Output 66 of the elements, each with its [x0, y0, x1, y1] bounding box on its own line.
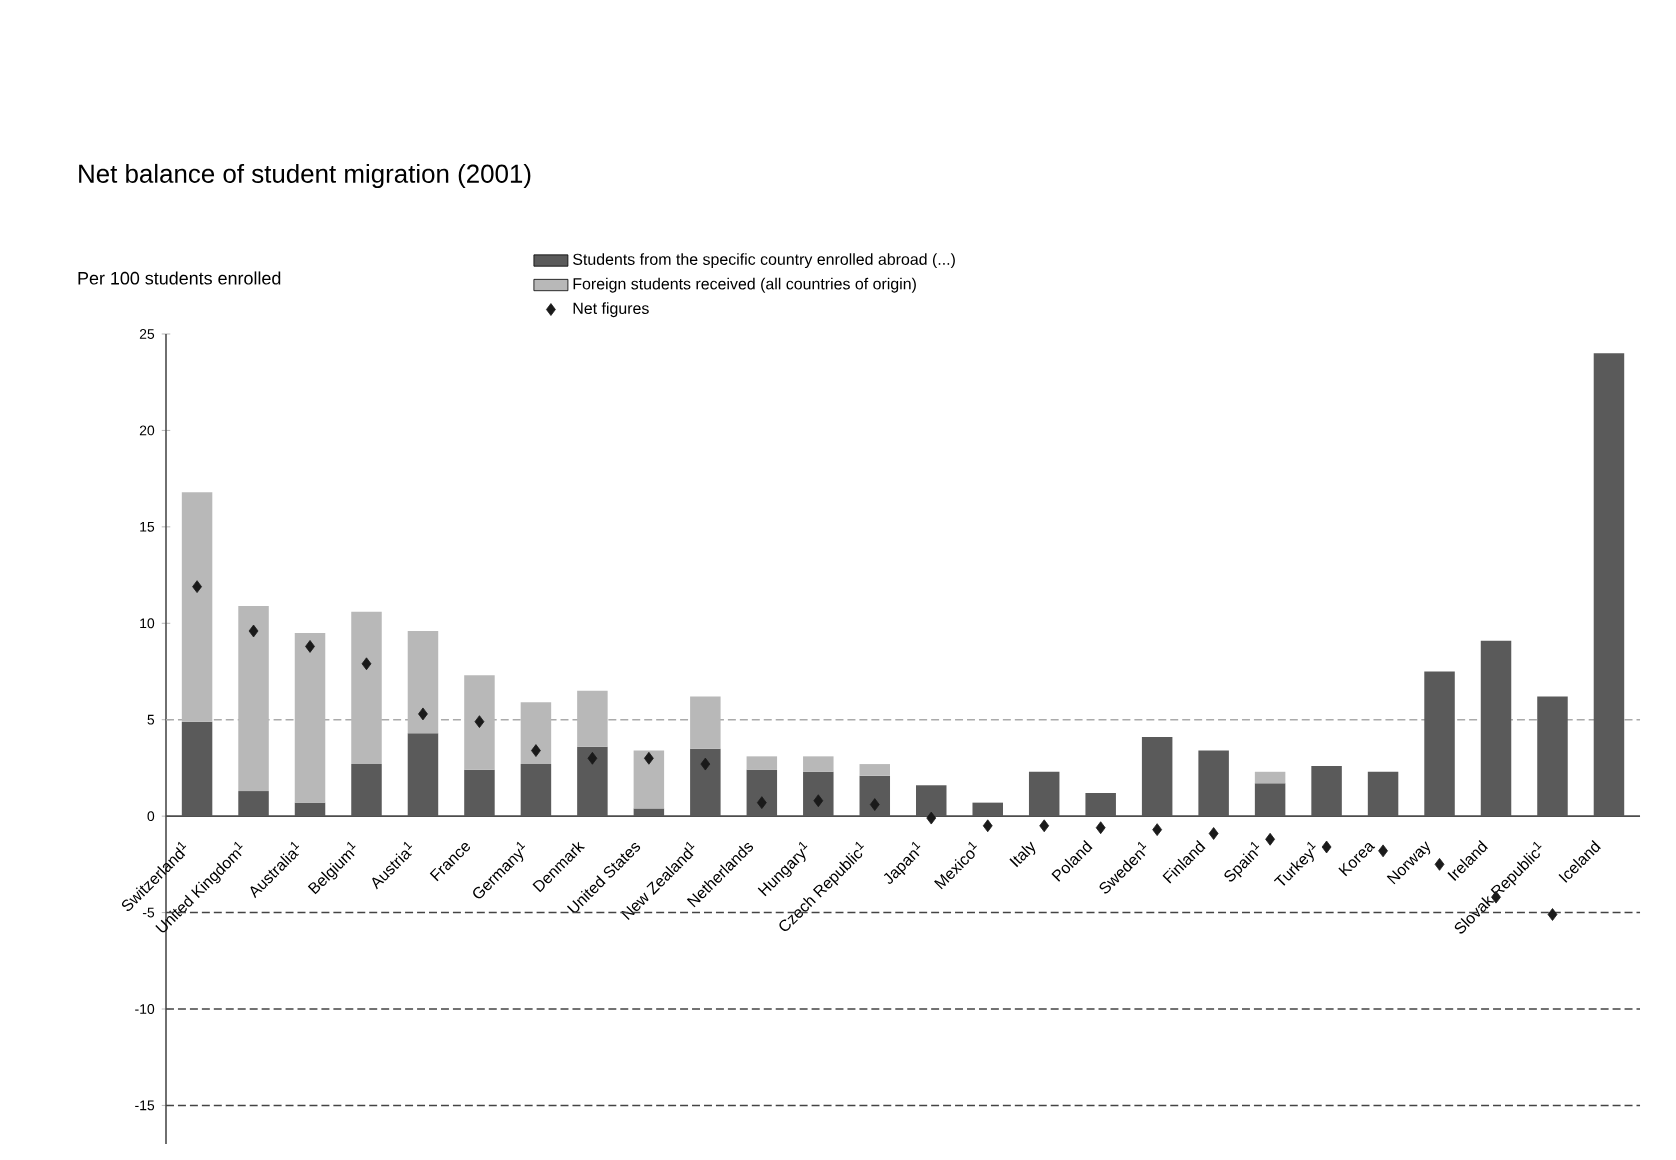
bar	[972, 802, 1003, 817]
bar	[238, 791, 269, 817]
bar	[746, 769, 778, 817]
bar	[351, 764, 382, 817]
point	[248, 624, 259, 638]
point	[756, 796, 767, 810]
point	[643, 751, 654, 765]
point	[418, 707, 428, 721]
bar	[577, 690, 608, 747]
bar	[294, 802, 326, 817]
point	[587, 751, 598, 765]
point	[926, 811, 937, 825]
bar	[1480, 640, 1512, 817]
bar	[633, 808, 665, 817]
bar	[1424, 671, 1455, 817]
point	[700, 757, 711, 771]
point	[1039, 819, 1050, 833]
bar	[294, 632, 326, 803]
point	[1434, 857, 1445, 871]
bar	[181, 492, 213, 722]
point	[1547, 908, 1558, 921]
bar	[238, 605, 269, 792]
bar	[859, 775, 891, 817]
bar	[690, 748, 721, 817]
bar	[916, 785, 947, 817]
bar	[1311, 765, 1342, 817]
point	[361, 657, 372, 671]
bar	[407, 733, 439, 817]
bar	[803, 771, 834, 817]
bar	[1254, 783, 1286, 817]
bar	[577, 746, 608, 817]
point	[1208, 827, 1219, 840]
bar	[464, 769, 495, 817]
bar	[1537, 696, 1568, 817]
bar	[464, 675, 495, 770]
bar	[746, 756, 778, 770]
point	[1095, 821, 1106, 835]
point	[305, 640, 315, 653]
bar	[407, 630, 439, 734]
bar	[859, 764, 891, 776]
bar	[520, 764, 552, 817]
bar	[1367, 771, 1399, 817]
bar	[520, 702, 552, 765]
bar	[690, 696, 721, 749]
point	[1265, 832, 1275, 846]
bar	[803, 756, 834, 772]
bar	[181, 721, 213, 817]
y-axis-title: Per 100 students enrolled	[78, 271, 281, 285]
bar	[1254, 771, 1286, 784]
point	[1378, 844, 1388, 858]
bar	[351, 611, 382, 765]
point	[982, 819, 993, 833]
bar	[1028, 771, 1060, 817]
bar	[1141, 737, 1173, 817]
point	[474, 715, 485, 729]
point	[192, 580, 202, 594]
point	[869, 798, 880, 811]
bar	[633, 750, 665, 809]
chart-title: Net balance of student migration (2001)	[79, 163, 531, 189]
bar	[1198, 750, 1229, 817]
point	[1321, 840, 1332, 854]
point	[531, 744, 541, 757]
bar	[1085, 792, 1116, 817]
point	[813, 794, 824, 808]
bar	[1593, 353, 1625, 817]
point	[1152, 823, 1163, 837]
